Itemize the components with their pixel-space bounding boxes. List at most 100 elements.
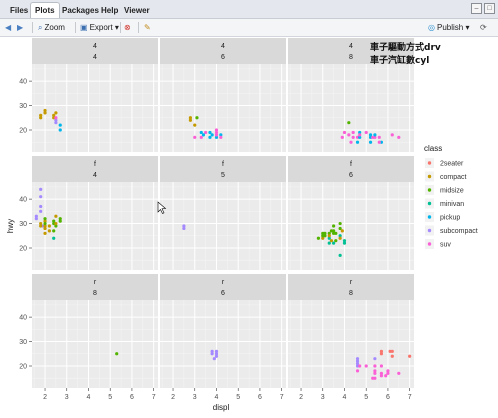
data-point (327, 234, 331, 238)
data-point (214, 135, 219, 139)
facet-label-drv: f (222, 161, 224, 168)
y-tick-label: 20 (19, 128, 27, 135)
zoom-button[interactable]: ⌕ Zoom (38, 21, 65, 34)
data-point (316, 236, 321, 240)
data-point (373, 369, 377, 373)
panel-background (32, 182, 158, 270)
plots-toolbar: ◀ ▶ ⌕ Zoom ▣ Export ▾ ⊗ ✎ ◎ Publish ▾ ⟳ (0, 19, 498, 37)
data-point (39, 221, 43, 226)
data-point (368, 140, 373, 144)
facet-label-cyl: 4 (93, 54, 97, 61)
panel-background (32, 300, 158, 388)
x-tick-label: 2 (299, 394, 303, 401)
data-point (54, 118, 58, 122)
facet-strip (32, 156, 158, 182)
data-point (321, 236, 325, 240)
data-point (342, 239, 347, 243)
facet-strip (32, 38, 158, 64)
data-point (386, 369, 390, 373)
legend-label: midsize (440, 188, 464, 195)
data-point (199, 130, 203, 135)
remove-plot-icon[interactable]: ⊗ (124, 23, 131, 32)
export-button[interactable]: ▣ Export ▾ (80, 21, 119, 34)
data-point (58, 123, 62, 127)
data-point (193, 135, 197, 139)
tab-plots[interactable]: Plots (30, 2, 60, 18)
data-point (54, 224, 58, 228)
x-tick-label: 5 (364, 394, 368, 401)
data-point (182, 224, 186, 228)
panel-background (160, 182, 286, 270)
legend-label: minivan (440, 201, 464, 208)
legend-point (427, 174, 432, 179)
back-arrow-icon[interactable]: ◀ (5, 23, 12, 32)
data-point (351, 130, 355, 135)
publish-label: Publish ▾ (436, 23, 470, 32)
facet-label-drv: f (350, 161, 352, 168)
export-image-icon: ▣ (80, 23, 88, 32)
data-point (390, 133, 394, 137)
publish-button[interactable]: ◎ Publish ▾ (428, 21, 469, 34)
y-tick-label: 30 (19, 103, 27, 110)
data-point (390, 349, 394, 353)
facet-label-cyl: 8 (349, 54, 353, 61)
data-point (334, 231, 338, 235)
legend-label: compact (440, 174, 467, 181)
data-point (373, 133, 377, 137)
export-label: Export ▾ (89, 23, 119, 32)
data-point (351, 135, 355, 139)
x-tick-label: 3 (65, 394, 69, 401)
refresh-icon[interactable]: ⟳ (480, 23, 487, 32)
facet-label-drv: r (350, 279, 353, 286)
facet-label-drv: f (94, 161, 96, 168)
forward-arrow-icon[interactable]: ▶ (17, 23, 24, 32)
y-tick-label: 30 (19, 221, 27, 228)
clear-all-broom-icon[interactable]: ✎ (144, 23, 151, 32)
mouse-cursor-icon (157, 201, 167, 214)
y-tick-label: 20 (19, 364, 27, 371)
data-point (43, 221, 47, 226)
tab-files[interactable]: Files (10, 6, 29, 15)
data-point (349, 140, 353, 144)
facet-label-cyl: 8 (93, 290, 97, 297)
maximize-icon[interactable]: □ (484, 3, 495, 14)
x-tick-label: 4 (215, 394, 219, 401)
magnifier-icon: ⌕ (38, 23, 43, 32)
facet-label-cyl: 8 (349, 290, 353, 297)
data-point (34, 214, 38, 218)
data-point (39, 116, 43, 120)
tab-packages[interactable]: Packages (62, 6, 99, 15)
legend-label: pickup (440, 215, 460, 222)
toolbar-divider (120, 22, 121, 33)
minimize-icon[interactable]: – (471, 3, 482, 14)
facet-label-drv: 4 (221, 43, 225, 50)
x-tick-label: 6 (130, 394, 134, 401)
data-point (327, 231, 331, 235)
data-point (338, 226, 342, 231)
facet-strip (288, 274, 414, 300)
data-point (47, 229, 51, 233)
data-point (358, 133, 362, 137)
data-point (52, 236, 56, 240)
data-point (43, 226, 47, 231)
legend-label: suv (440, 242, 451, 249)
facet-label-cyl: 4 (93, 172, 97, 179)
data-point (219, 135, 223, 139)
data-point (214, 128, 219, 132)
tab-viewer[interactable]: Viewer (124, 6, 150, 15)
data-point (332, 229, 336, 233)
legend-point (427, 201, 432, 206)
data-point (379, 364, 384, 368)
data-point (338, 234, 342, 238)
x-axis-title: displ (213, 403, 230, 412)
data-point (332, 224, 336, 228)
data-point (43, 219, 47, 223)
facet-strip (160, 274, 286, 300)
data-point (390, 354, 394, 358)
data-point (208, 130, 212, 135)
data-point (342, 241, 347, 245)
tab-help[interactable]: Help (101, 6, 119, 15)
x-tick-label: 7 (152, 394, 156, 401)
data-point (43, 224, 47, 228)
